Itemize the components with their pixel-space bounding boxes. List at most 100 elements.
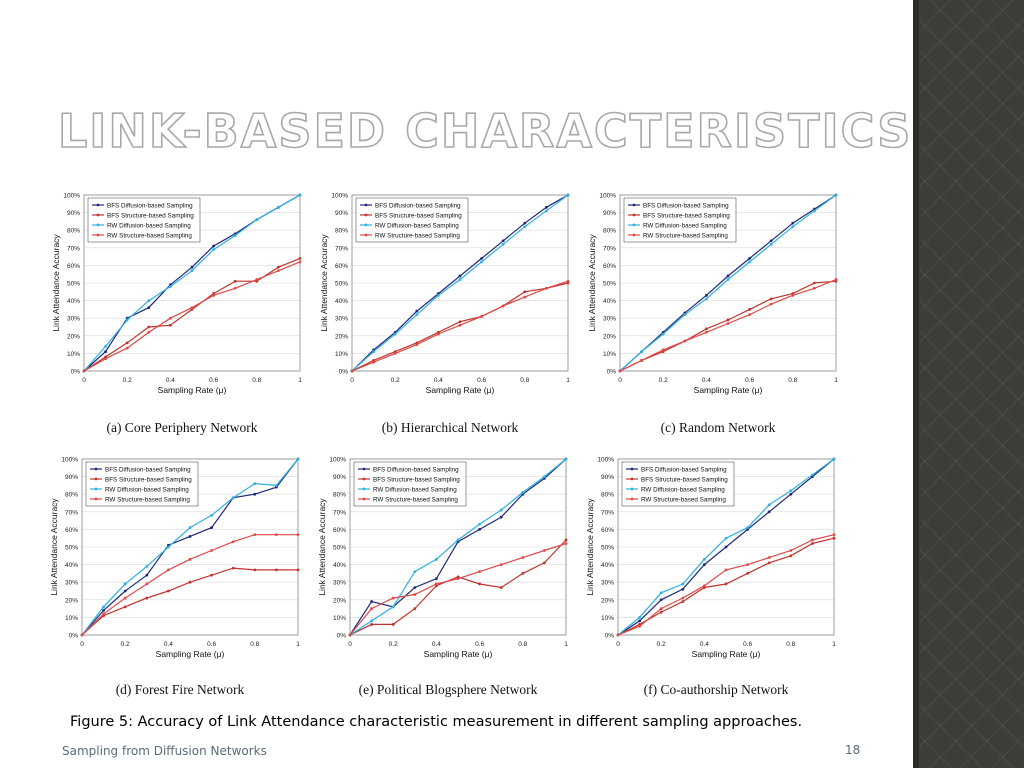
x-tick-label: 0.8 (252, 377, 261, 384)
y-tick-label: 70% (65, 509, 78, 516)
y-tick-label: 70% (603, 245, 616, 252)
legend-marker-bfs-structure (632, 213, 636, 217)
legend-label-rw-diffusion: RW Diffusion-based Sampling (641, 486, 725, 493)
y-tick-label: 10% (333, 615, 346, 622)
data-point-bfs-structure (478, 582, 481, 586)
legend-label-rw-diffusion: RW Diffusion-based Sampling (373, 486, 457, 493)
data-point-bfs-structure (499, 586, 503, 589)
data-point-bfs-diffusion (102, 608, 105, 612)
data-point-bfs-structure (188, 580, 192, 584)
legend-box (355, 197, 469, 243)
data-point-rw-structure (543, 549, 546, 552)
data-point-rw-diffusion (372, 350, 375, 354)
x-tick-label: 1 (298, 377, 302, 384)
data-point-bfs-diffusion (501, 239, 505, 243)
y-tick-label: 40% (67, 298, 80, 305)
data-point-rw-structure (811, 538, 814, 542)
data-point-rw-structure (82, 369, 86, 373)
data-point-rw-diffusion (435, 557, 438, 561)
data-point-rw-diffusion (478, 522, 481, 526)
data-point-rw-structure (253, 533, 257, 537)
data-point-bfs-diffusion (210, 526, 214, 530)
data-point-rw-diffusion (437, 293, 440, 297)
legend-label-rw-diffusion: RW Diffusion-based Sampling (375, 222, 459, 229)
y-tick-label: 90% (65, 474, 78, 481)
chart-caption: (b) Hierarchical Network (381, 420, 519, 435)
data-point-rw-structure (169, 316, 172, 320)
data-point-rw-structure (125, 346, 129, 350)
data-point-bfs-diffusion (370, 600, 373, 603)
data-point-rw-diffusion (125, 318, 129, 322)
data-point-rw-diffusion (458, 278, 462, 281)
data-point-rw-structure (298, 260, 302, 264)
series-line-bfs-structure (617, 537, 835, 636)
y-tick-label: 30% (65, 580, 78, 587)
plot-frame (83, 194, 301, 372)
data-point-rw-structure (789, 549, 793, 552)
data-point-rw-structure (277, 269, 280, 273)
slide-title: LINK-BASED CHARACTERISTICS (57, 103, 913, 159)
x-axis-title: Sampling Rate (μ) (426, 385, 495, 395)
legend-label-bfs-structure: BFS Structure-based Sampling (105, 476, 192, 483)
data-point-rw-structure (370, 607, 373, 610)
data-point-rw-diffusion (212, 248, 216, 251)
y-tick-label: 80% (335, 228, 348, 235)
x-tick-label: 0.8 (518, 641, 527, 648)
y-tick-label: 100% (63, 193, 80, 200)
data-point-rw-diffusion (255, 218, 259, 222)
data-point-bfs-structure (521, 572, 525, 575)
data-point-rw-diffusion (296, 457, 300, 461)
legend-label-rw-structure: RW Structure-based Sampling (373, 496, 458, 503)
y-axis-title: Link Attendance Accuracy (317, 498, 327, 596)
data-point-rw-diffusion (147, 299, 151, 302)
legend-label-rw-structure: RW Structure-based Sampling (375, 232, 460, 239)
y-tick-label: 0% (69, 633, 79, 640)
legend-label-rw-diffusion: RW Diffusion-based Sampling (105, 486, 189, 493)
x-tick-label: 0.6 (477, 377, 486, 384)
data-point-rw-structure (167, 568, 170, 572)
data-point-rw-diffusion (705, 297, 708, 301)
data-point-rw-structure (458, 323, 462, 327)
data-point-rw-structure (791, 293, 795, 297)
data-point-bfs-diffusion (681, 587, 685, 591)
data-point-bfs-structure (813, 281, 816, 285)
x-axis-title: Sampling Rate (μ) (158, 385, 227, 395)
footer-text: Sampling from Diffusion Networks (62, 744, 267, 758)
data-point-rw-diffusion (683, 313, 687, 317)
data-point-bfs-structure (391, 623, 395, 626)
x-axis-title: Sampling Rate (μ) (694, 385, 763, 395)
legend-label-bfs-structure: BFS Structure-based Sampling (643, 212, 730, 219)
y-tick-label: 40% (603, 298, 616, 305)
legend-marker-bfs-diffusion (96, 203, 100, 207)
data-point-rw-structure (188, 557, 192, 561)
data-point-rw-diffusion (413, 570, 417, 574)
y-tick-label: 90% (67, 210, 80, 217)
data-point-rw-diffusion (480, 260, 483, 264)
data-point-rw-structure (437, 332, 440, 336)
data-point-rw-structure (813, 286, 816, 290)
data-point-bfs-structure (298, 256, 302, 260)
data-point-bfs-structure (147, 325, 151, 329)
data-point-bfs-structure (233, 279, 237, 283)
y-tick-label: 80% (65, 492, 78, 499)
y-tick-label: 60% (603, 263, 616, 270)
y-tick-label: 20% (601, 597, 614, 604)
data-point-rw-diffusion (169, 285, 172, 288)
data-point-rw-structure (705, 330, 708, 334)
data-point-bfs-structure (769, 297, 773, 301)
y-tick-label: 70% (67, 245, 80, 252)
side-strip (913, 0, 919, 768)
data-point-rw-structure (659, 607, 663, 610)
series-line-rw-structure (349, 542, 567, 636)
data-point-bfs-diffusion (413, 586, 417, 589)
legend-label-rw-structure: RW Structure-based Sampling (643, 232, 728, 239)
y-tick-label: 50% (335, 281, 348, 288)
x-tick-label: 0.6 (209, 377, 218, 384)
data-point-bfs-structure (210, 573, 214, 577)
data-point-rw-structure (566, 279, 570, 283)
data-point-rw-structure (212, 293, 216, 297)
y-tick-label: 100% (599, 193, 616, 200)
y-tick-label: 60% (335, 263, 348, 270)
data-point-bfs-structure (811, 542, 814, 545)
legend-marker-rw-structure (632, 233, 636, 237)
